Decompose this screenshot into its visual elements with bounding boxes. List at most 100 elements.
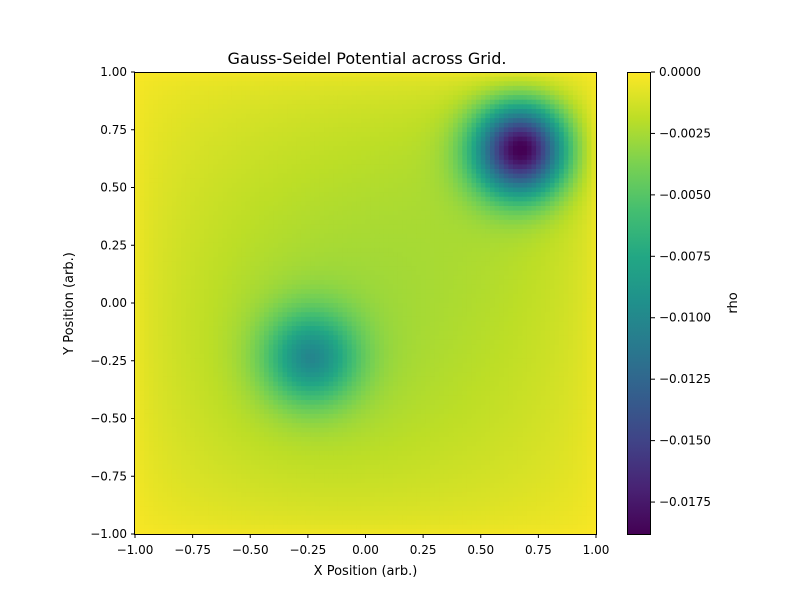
heatmap-cell	[324, 108, 330, 115]
heatmap-cell	[273, 289, 279, 295]
heatmap-cell	[559, 141, 565, 147]
heatmap-cell	[296, 289, 302, 295]
heatmap-cell	[513, 224, 519, 230]
heatmap-cell	[227, 136, 233, 142]
heatmap-cell	[222, 279, 228, 286]
heatmap-cell	[250, 192, 256, 198]
heatmap-cell	[287, 178, 293, 184]
heatmap-cell	[181, 192, 187, 198]
heatmap-cell	[434, 159, 440, 165]
heatmap-cell	[439, 99, 445, 105]
heatmap-cell	[559, 289, 565, 295]
heatmap-cell	[577, 145, 583, 152]
heatmap-cell	[333, 233, 339, 239]
heatmap-cell	[208, 279, 214, 286]
heatmap-cell	[360, 104, 367, 110]
heatmap-cell	[217, 118, 224, 124]
heatmap-cell	[222, 81, 228, 87]
heatmap-cell	[499, 270, 505, 276]
heatmap-cell	[402, 159, 408, 165]
heatmap-cell	[222, 127, 228, 133]
heatmap-cell	[503, 219, 510, 226]
heatmap-cell	[370, 256, 376, 263]
heatmap-cell	[222, 229, 228, 235]
heatmap-cell	[563, 169, 569, 175]
heatmap-cell	[582, 242, 588, 249]
heatmap-cell	[231, 141, 238, 147]
heatmap-cell	[153, 289, 159, 295]
heatmap-cell	[190, 289, 196, 295]
heatmap-cell	[250, 178, 256, 184]
heatmap-cell	[148, 201, 155, 207]
heatmap-cell	[434, 95, 440, 101]
heatmap-cell	[291, 104, 297, 110]
heatmap-cell	[549, 270, 556, 276]
heatmap-cell	[310, 279, 316, 286]
heatmap-cell	[549, 118, 556, 124]
heatmap-cell	[393, 229, 399, 235]
heatmap-cell	[540, 289, 546, 295]
heatmap-cell	[466, 113, 473, 119]
heatmap-cell	[508, 76, 514, 82]
heatmap-cell	[545, 99, 551, 105]
heatmap-cell	[522, 238, 528, 244]
heatmap-cell	[577, 229, 583, 235]
heatmap-cell	[347, 284, 353, 290]
heatmap-cell	[305, 275, 311, 281]
heatmap-cell	[430, 132, 436, 138]
heatmap-cell	[522, 141, 528, 147]
heatmap-cell	[190, 187, 196, 193]
heatmap-cell	[176, 113, 182, 119]
heatmap-cell	[485, 266, 491, 272]
heatmap-cell	[402, 252, 408, 258]
heatmap-cell	[162, 187, 168, 193]
heatmap-cell	[227, 196, 233, 202]
heatmap-cell	[572, 201, 579, 207]
heatmap-cell	[531, 150, 537, 156]
heatmap-cell	[158, 122, 164, 129]
heatmap-cell	[231, 256, 238, 263]
heatmap-cell	[503, 122, 510, 129]
heatmap-cell	[347, 81, 353, 87]
heatmap-cell	[277, 289, 284, 295]
heatmap-cell	[370, 108, 376, 115]
heatmap-cell	[167, 108, 173, 115]
heatmap-cell	[185, 196, 191, 202]
heatmap-cell	[158, 76, 164, 82]
heatmap-cell	[231, 284, 238, 290]
heatmap-cell	[254, 256, 261, 263]
heatmap-cell	[466, 289, 473, 295]
heatmap-cell	[148, 233, 155, 239]
heatmap-cell	[167, 81, 173, 87]
heatmap-cell	[268, 275, 274, 281]
heatmap-cell	[310, 132, 316, 138]
heatmap-cell	[420, 178, 427, 184]
heatmap-cell	[416, 201, 422, 207]
heatmap-cell	[526, 298, 533, 304]
heatmap-cell	[264, 266, 270, 272]
heatmap-cell	[319, 275, 325, 281]
heatmap-cell	[181, 108, 187, 115]
heatmap-cell	[342, 108, 348, 115]
heatmap-cell	[254, 242, 261, 249]
heatmap-cell	[208, 145, 214, 152]
heatmap-cell	[347, 104, 353, 110]
heatmap-cell	[296, 284, 302, 290]
heatmap-cell	[383, 76, 390, 82]
heatmap-cell	[190, 261, 196, 267]
heatmap-cell	[158, 118, 164, 124]
heatmap-cell	[517, 298, 523, 304]
heatmap-cell	[522, 219, 528, 226]
heatmap-cell	[526, 242, 533, 249]
heatmap-cell	[397, 242, 403, 249]
heatmap-cell	[586, 122, 592, 129]
heatmap-cell	[356, 279, 362, 286]
heatmap-cell	[171, 247, 178, 253]
heatmap-cell	[406, 224, 413, 230]
heatmap-cell	[231, 76, 238, 82]
heatmap-cell	[277, 187, 284, 193]
heatmap-cell	[559, 99, 565, 105]
heatmap-cell	[241, 95, 247, 101]
heatmap-cell	[448, 270, 454, 276]
heatmap-cell	[328, 85, 334, 92]
